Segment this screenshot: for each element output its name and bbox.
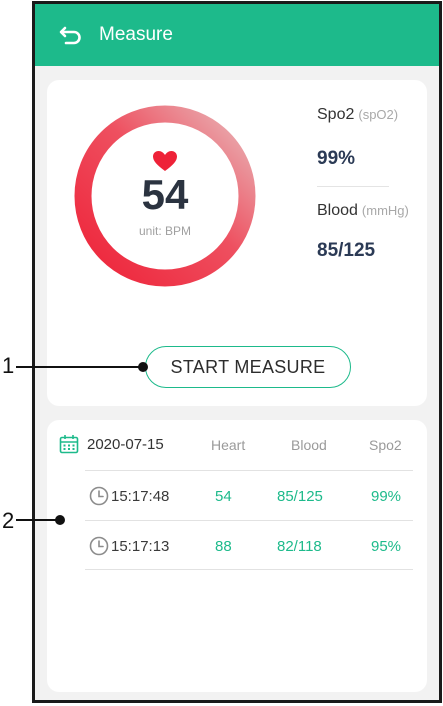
column-spo2: Spo2 (369, 437, 402, 453)
callout-2-line (16, 519, 60, 521)
history-row[interactable]: 15:17:48 54 85/125 99% (85, 470, 413, 520)
blood-label: Blood (mmHg) (317, 202, 409, 219)
callout-1-line (16, 366, 144, 368)
heart-rate-value: 54 (141, 171, 189, 218)
row-heart: 88 (215, 538, 232, 555)
blood-unit: (mmHg) (361, 203, 409, 218)
blood-value: 85/125 (317, 240, 376, 261)
measurement-card: 54 unit: BPM Spo2 (spO2) 99% Blood (mmHg) … (47, 80, 427, 406)
clock-icon (89, 536, 109, 556)
phone-screen: Measure 54 unit: BPM Spo2 (spO2) 99% (32, 1, 442, 703)
gauge-readout: 54 unit: BPM (73, 104, 257, 288)
callout-2-number: 2 (2, 508, 15, 533)
row-spo2: 95% (371, 538, 402, 555)
start-measure-button[interactable]: START MEASURE (145, 346, 351, 388)
row-time: 15:17:13 (111, 538, 170, 555)
heart-rate-unit: unit: BPM (138, 224, 192, 238)
callout-1-number: 1 (2, 353, 15, 378)
row-blood: 85/125 (277, 488, 323, 505)
history-date: 2020-07-15 (87, 436, 164, 453)
spo2-unit: (spO2) (358, 107, 399, 122)
spo2-label: Spo2 (spO2) (317, 106, 399, 123)
page-title: Measure (99, 24, 173, 45)
callout-2-dot (55, 515, 65, 525)
spo2-value: 99% (317, 148, 356, 169)
metric-divider (317, 186, 389, 187)
column-blood: Blood (291, 437, 327, 453)
calendar-icon (59, 435, 79, 454)
row-heart: 54 (215, 488, 232, 505)
heart-rate-gauge (74, 105, 256, 287)
row-spo2: 99% (371, 488, 402, 505)
row-time: 15:17:48 (111, 488, 170, 505)
row-blood: 82/118 (277, 538, 322, 555)
heart-icon (153, 151, 177, 171)
column-heart: Heart (211, 437, 246, 453)
history-header: 2020-07-15 Heart Blood Spo2 (47, 420, 427, 468)
callout-1-dot (138, 362, 148, 372)
history-card: 2020-07-15 Heart Blood Spo2 15:17:48 54 … (47, 420, 427, 692)
app-header: Measure (35, 4, 439, 66)
back-arrow-icon[interactable] (57, 23, 85, 47)
clock-icon (89, 486, 109, 506)
history-row[interactable]: 15:17:13 88 82/118 95% (85, 520, 413, 570)
